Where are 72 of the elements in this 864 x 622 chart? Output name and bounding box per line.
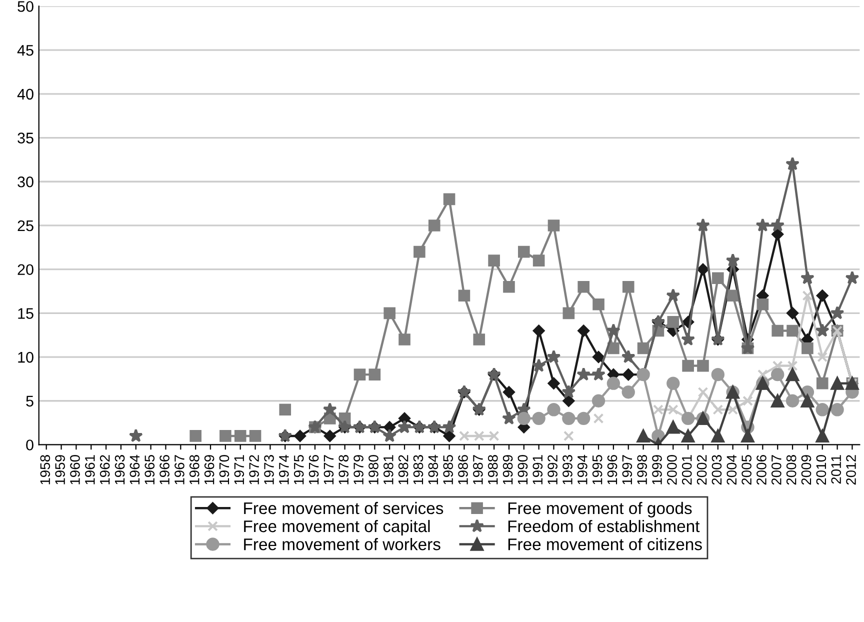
x-tick-label: 1975 xyxy=(294,455,304,484)
x-tick-label: 1998 xyxy=(637,455,648,484)
x-tick-label: 1984 xyxy=(428,454,438,484)
x-tick-label: 1982 xyxy=(398,455,408,484)
x-tick-label: 1978 xyxy=(338,455,349,484)
x-tick-label: 1983 xyxy=(413,455,424,484)
x-tick-label: 2012 xyxy=(846,455,856,485)
x-tick-label: 2011 xyxy=(831,455,842,484)
legend-label: Free movement of goods xyxy=(508,502,692,518)
x-tick-label: 1992 xyxy=(548,455,558,484)
x-tick-label: 1974 xyxy=(279,454,289,484)
y-tick-label: 40 xyxy=(17,88,34,100)
x-tick-label: 1967 xyxy=(174,455,184,484)
y-tick-label: 10 xyxy=(18,352,34,363)
y-tick-label: 50 xyxy=(18,1,34,12)
x-tick-label: 1959 xyxy=(55,455,65,484)
legend-label: Freedom of establishment xyxy=(508,520,700,532)
x-tick-label: 1969 xyxy=(204,455,214,484)
legend-label: Free movement of capital xyxy=(244,520,430,536)
x-tick-label: 1989 xyxy=(502,455,513,484)
x-tick-label: 1973 xyxy=(264,455,274,484)
x-tick-label: 1964 xyxy=(130,454,140,484)
x-tick-label: 1993 xyxy=(562,455,572,484)
y-tick-label: 15 xyxy=(18,308,34,319)
y-tick-label: 25 xyxy=(18,220,34,232)
x-tick-label: 1994 xyxy=(577,454,588,484)
y-tick-label: 0 xyxy=(26,440,34,450)
x-tick-label: 2002 xyxy=(696,455,707,485)
x-tick-label: 1987 xyxy=(473,455,483,484)
x-tick-label: 1968 xyxy=(189,455,200,484)
y-tick-label: 45 xyxy=(17,45,34,56)
x-tick-label: 1985 xyxy=(443,455,454,484)
x-tick-label: 2004 xyxy=(726,454,737,485)
x-tick-label: 1961 xyxy=(85,455,95,484)
x-tick-label: 1977 xyxy=(324,455,334,484)
x-tick-label: 1972 xyxy=(249,455,259,484)
x-tick-label: 1986 xyxy=(458,455,468,484)
legend-label: Free movement of citizens xyxy=(508,538,702,550)
x-tick-label: 1965 xyxy=(144,455,155,484)
x-tick-label: 1963 xyxy=(114,455,125,484)
y-tick-label: 5 xyxy=(26,396,34,407)
y-tick-label: 20 xyxy=(18,264,34,276)
legend-label: Free movement of services xyxy=(244,502,444,514)
x-tick-label: 1980 xyxy=(368,454,378,484)
x-tick-label: 1996 xyxy=(607,455,618,484)
y-tick-label: 35 xyxy=(18,132,34,144)
x-tick-label: 1960 xyxy=(70,454,80,484)
x-tick-label: 1979 xyxy=(354,455,364,484)
x-tick-label: 1966 xyxy=(160,455,170,484)
x-tick-label: 1990 xyxy=(518,454,528,484)
x-tick-label: 2001 xyxy=(682,455,692,485)
x-tick-label: 2010 xyxy=(816,454,826,485)
x-tick-label: 1988 xyxy=(488,455,498,484)
x-tick-label: 2005 xyxy=(742,455,752,485)
x-tick-label: 1958 xyxy=(40,455,50,484)
x-tick-label: 2008 xyxy=(786,455,796,485)
x-tick-label: 2003 xyxy=(712,455,722,485)
y-tick-label: 30 xyxy=(18,176,34,188)
x-tick-label: 1995 xyxy=(592,455,602,484)
x-tick-label: 2000 xyxy=(667,454,677,485)
x-tick-label: 2006 xyxy=(756,455,766,485)
legend-label: Free movement of workers xyxy=(244,538,440,550)
x-tick-label: 1981 xyxy=(383,455,394,484)
x-tick-label: 1991 xyxy=(532,455,543,484)
x-tick-label: 1997 xyxy=(622,455,632,484)
x-tick-label: 1970 xyxy=(219,454,230,484)
x-tick-label: 1976 xyxy=(308,455,319,484)
x-tick-label: 1962 xyxy=(100,455,110,484)
x-tick-label: 2009 xyxy=(801,455,812,485)
x-tick-label: 1999 xyxy=(652,455,662,484)
x-tick-label: 1971 xyxy=(234,455,244,484)
x-tick-label: 2007 xyxy=(771,455,782,485)
